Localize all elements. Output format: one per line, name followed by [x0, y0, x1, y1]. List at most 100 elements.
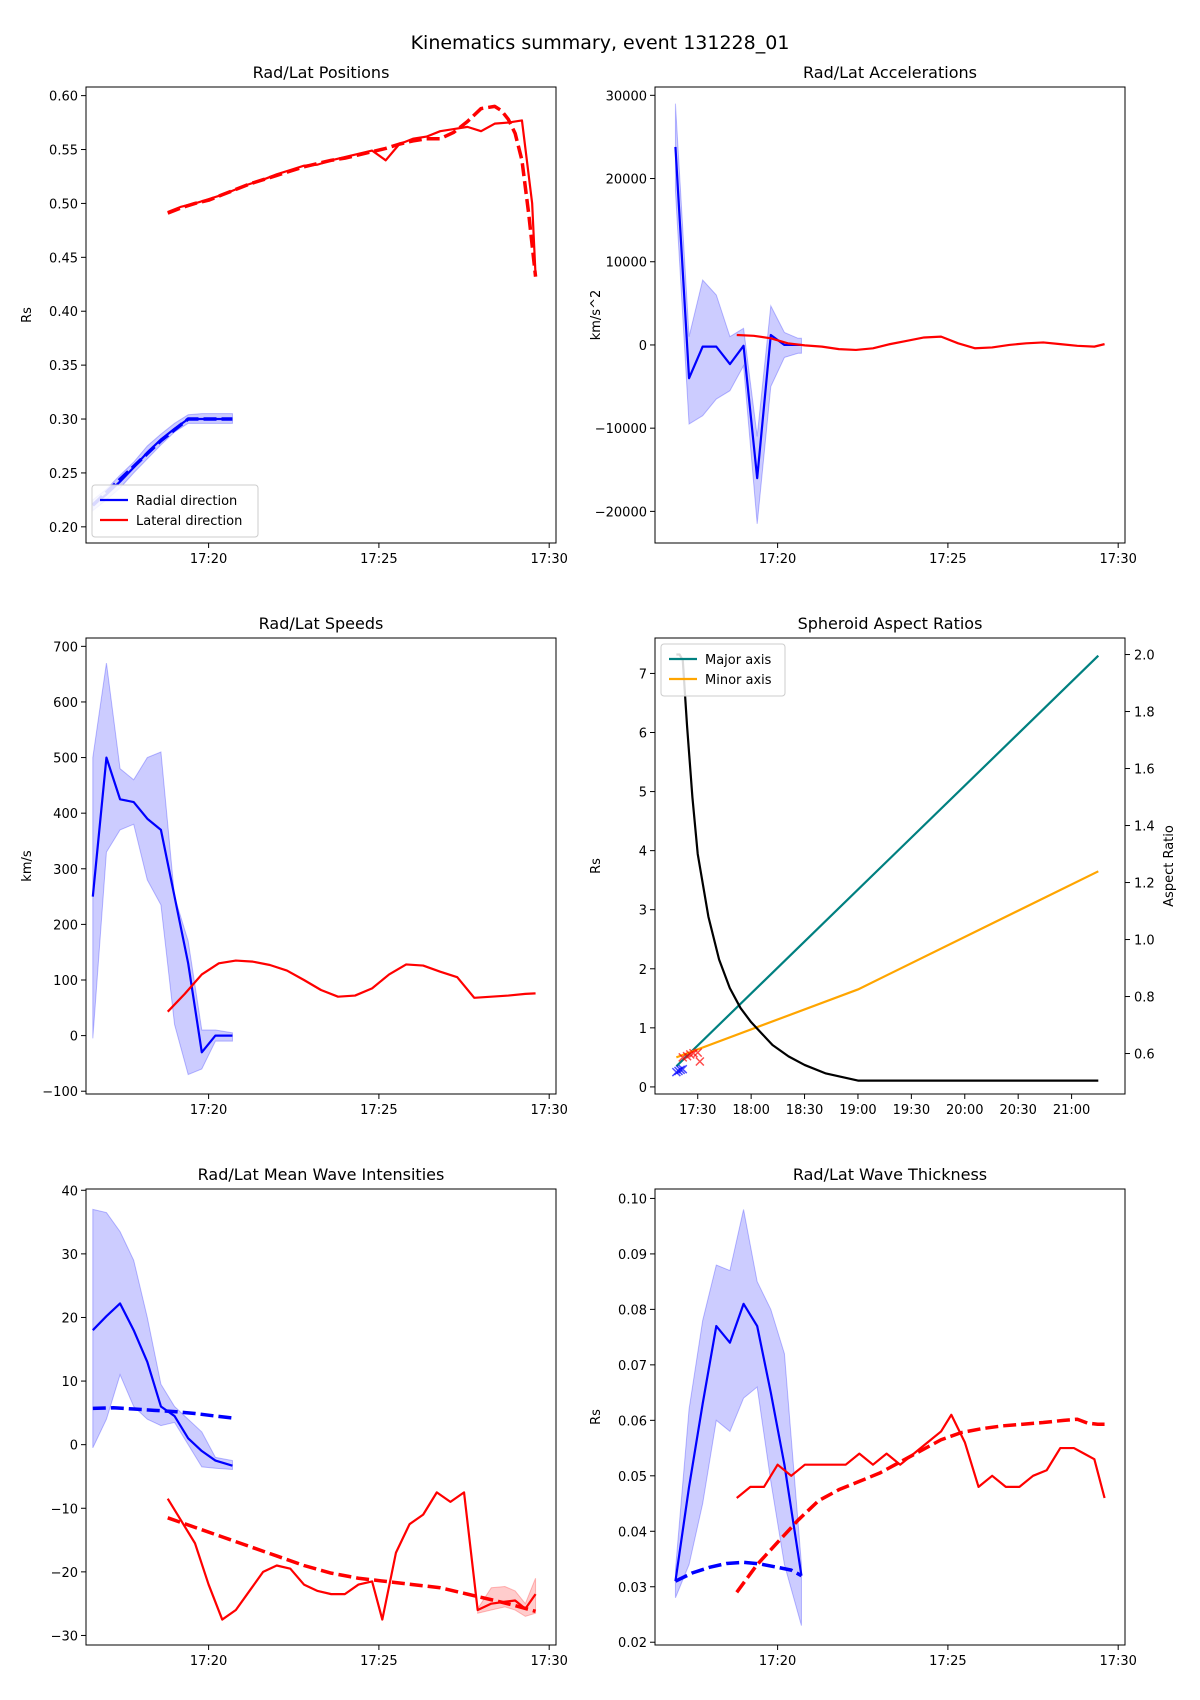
x-tick-label: 17:25	[929, 552, 966, 567]
series-line-lateral	[167, 119, 537, 276]
plot-area	[674, 1209, 1106, 1626]
y-tick-label: −20	[51, 1566, 78, 1581]
y-tick-label: 30000	[606, 89, 647, 104]
figure-title: Kinematics summary, event 131228_01	[411, 32, 790, 54]
y2-axis-label: Aspect Ratio	[1162, 825, 1177, 907]
y-tick-label: 20	[61, 1311, 78, 1326]
x-tick-label: 17:25	[929, 1654, 966, 1669]
legend-box	[660, 643, 786, 697]
x-tick-label: 17:25	[360, 552, 397, 567]
y2-tick-label: 0.6	[1134, 1048, 1155, 1063]
y-tick-label: 0.30	[49, 413, 78, 428]
chart-intensities: 17:20 17:25 17:30 −30 −20 −10 0 10 20 30 40 Rad/Lat…	[51, 1165, 568, 1669]
plot-frame	[654, 1188, 1126, 1646]
y-tick-label: 0.55	[49, 144, 78, 159]
series-line-lateral	[736, 1413, 1106, 1499]
x-tick-label: 18:00	[732, 1103, 769, 1118]
series-line-radial	[92, 1302, 233, 1467]
series-line-radial-dashed	[91, 417, 233, 507]
chart-positions: 17:20 17:25 17:30 0.20 0.25 0.30 0.35 0.40 0.45 0…	[20, 63, 568, 567]
y-tick-label: 100	[53, 974, 78, 989]
series-line-aspect	[676, 653, 1099, 1082]
plot-frame	[654, 637, 1126, 1095]
x-tick-label: 17:30	[530, 1103, 567, 1118]
chart-accelerations: 17:20 17:25 17:30 −20000 −10000 0 10000 20000 30…	[589, 63, 1137, 567]
y-axis-label: Rs	[589, 1409, 604, 1425]
y-axis-label: Rs	[589, 858, 604, 874]
plot-area	[674, 103, 1105, 524]
y-tick-label: −30	[51, 1629, 78, 1644]
y2-tick-label: 1.4	[1134, 820, 1155, 835]
plot-frame	[85, 86, 557, 544]
x-tick-label: 19:30	[893, 1103, 930, 1118]
y-tick-label: −10	[51, 1502, 78, 1517]
series-line-major	[675, 654, 1100, 1068]
plot-area	[671, 653, 1100, 1082]
x-tick-label: 17:20	[190, 1103, 227, 1118]
x-tick-label: 17:30	[1099, 552, 1136, 567]
y-tick-label: 0.06	[618, 1414, 647, 1429]
y-tick-label: 30	[61, 1248, 78, 1263]
y-tick-label: 600	[53, 696, 78, 711]
legend-label: Lateral direction	[136, 514, 242, 529]
legend-box	[91, 484, 259, 538]
x-tick-label: 17:30	[1099, 1654, 1136, 1669]
marker-radial	[676, 1065, 686, 1075]
series-line-lateral-dashed	[167, 1516, 537, 1613]
series-line-radial	[674, 1302, 803, 1582]
series-line-radial-dashed	[674, 1560, 803, 1583]
y-tick-label: 3	[639, 904, 647, 919]
y-tick-label: 0.04	[618, 1525, 647, 1540]
y-tick-label: 0.60	[49, 90, 78, 105]
y-tick-label: 0.20	[49, 521, 78, 536]
y-tick-label: 0	[70, 1030, 78, 1045]
chart-title: Spheroid Aspect Ratios	[798, 614, 983, 633]
y-tick-label: 200	[53, 918, 78, 933]
chart-title: Rad/Lat Mean Wave Intensities	[198, 1165, 445, 1184]
series-line-lateral	[166, 1491, 537, 1621]
chart-thickness: 17:20 17:25 17:30 0.02 0.03 0.04 0.05 0.06 0.07 0…	[589, 1165, 1137, 1669]
y-tick-label: 7	[639, 667, 647, 682]
y2-tick-label: 1.0	[1134, 934, 1155, 949]
x-tick-label: 17:25	[360, 1654, 397, 1669]
y-tick-label: 0	[639, 1081, 647, 1096]
series-line-lateral-dashed	[735, 1417, 1105, 1594]
y-tick-label: 0.25	[49, 467, 78, 482]
x-tick-label: 17:20	[759, 1654, 796, 1669]
y-tick-label: 0	[639, 339, 647, 354]
plot-frame	[654, 86, 1126, 544]
chart-title: Rad/Lat Speeds	[259, 614, 384, 633]
y-tick-label: 0.03	[618, 1581, 647, 1596]
y-tick-label: 5	[639, 786, 647, 801]
y-tick-label: 4	[639, 845, 647, 860]
legend-label: Major axis	[705, 653, 771, 668]
x-tick-label: 18:30	[786, 1103, 823, 1118]
series-line-minor	[675, 870, 1099, 1059]
y-tick-label: 2	[639, 963, 647, 978]
series-band-radial	[674, 103, 802, 524]
y-tick-label: 40	[61, 1184, 78, 1199]
y-tick-label: 400	[53, 807, 78, 822]
series-line-lateral	[166, 959, 536, 1013]
y-tick-label: 10000	[606, 256, 647, 271]
x-tick-label: 17:20	[190, 1654, 227, 1669]
series-line-lateral-dashed	[167, 104, 538, 277]
x-tick-label: 17:30	[530, 1654, 567, 1669]
x-tick-label: 21:00	[1053, 1103, 1090, 1118]
y-tick-label: 6	[639, 727, 647, 742]
y-tick-label: 0.09	[618, 1248, 647, 1263]
plot-area	[92, 1208, 537, 1621]
y-tick-label: 0.45	[49, 251, 78, 266]
y-tick-label: 0.10	[618, 1192, 647, 1207]
y-tick-label: 0.08	[618, 1303, 647, 1318]
series-band-radial	[92, 1208, 233, 1471]
series-line-lateral	[736, 333, 1105, 352]
chart-title: Rad/Lat Positions	[253, 63, 390, 82]
x-tick-label: 20:00	[946, 1103, 983, 1118]
y-axis-label: Rs	[20, 307, 35, 323]
chart-title: Rad/Lat Wave Thickness	[793, 1165, 987, 1184]
marker-radial	[678, 1064, 688, 1074]
plot-frame	[85, 1188, 557, 1646]
legend-label: Radial direction	[136, 494, 237, 509]
